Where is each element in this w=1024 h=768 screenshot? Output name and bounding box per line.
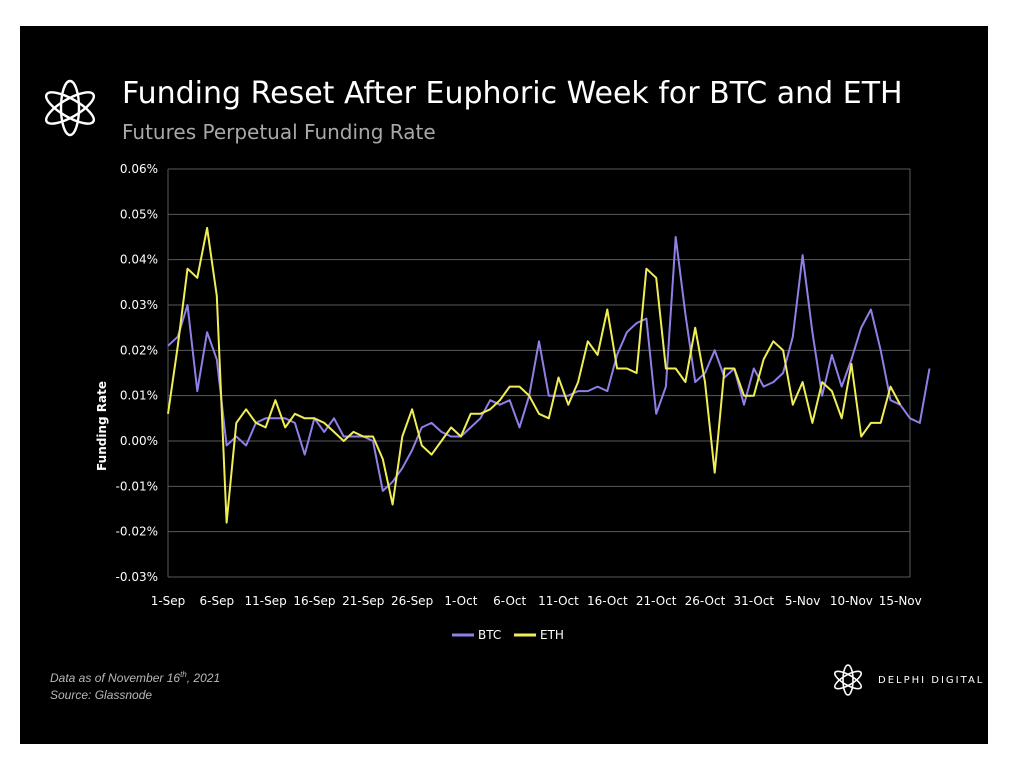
source-note: Source: Glassnode bbox=[50, 688, 153, 702]
y-tick-label: -0.02% bbox=[116, 525, 158, 539]
x-tick-label: 11-Sep bbox=[245, 594, 287, 608]
x-tick-label: 26-Oct bbox=[685, 594, 726, 608]
legend-label-eth: ETH bbox=[540, 628, 564, 642]
data-date-year: , 2021 bbox=[186, 671, 221, 685]
x-tick-label: 1-Oct bbox=[444, 594, 477, 608]
x-tick-label: 6-Oct bbox=[493, 594, 526, 608]
x-tick-label: 16-Oct bbox=[587, 594, 628, 608]
delphi-flower-logo-icon bbox=[44, 79, 96, 137]
data-date-suffix-sup: th bbox=[180, 670, 187, 679]
y-tick-label: 0.00% bbox=[120, 434, 158, 448]
x-tick-label: 15-Nov bbox=[879, 594, 922, 608]
chart-panel: Funding Reset After Euphoric Week for BT… bbox=[20, 26, 988, 744]
data-date-prefix: Data as of November 16 bbox=[50, 671, 181, 685]
brand-name: DELPHI DIGITAL bbox=[878, 675, 985, 686]
brand-mark: DELPHI DIGITAL bbox=[832, 658, 982, 718]
x-tick-label: 1-Sep bbox=[151, 594, 186, 608]
legend: BTC ETH bbox=[452, 628, 564, 642]
x-tick-label: 31-Oct bbox=[733, 594, 774, 608]
x-tick-label: 10-Nov bbox=[830, 594, 873, 608]
x-tick-label: 16-Sep bbox=[293, 594, 335, 608]
y-tick-label: -0.03% bbox=[116, 570, 158, 584]
data-date-note: Data as of November 16th, 2021 bbox=[50, 666, 220, 687]
x-tick-label: 11-Oct bbox=[538, 594, 579, 608]
y-tick-label: 0.03% bbox=[120, 298, 158, 312]
y-tick-label: 0.05% bbox=[120, 207, 158, 221]
footnote: Data as of November 16th, 2021 Source: G… bbox=[50, 666, 220, 704]
x-tick-label: 26-Sep bbox=[391, 594, 433, 608]
funding-rate-line-chart: -0.03% -0.02% -0.01% 0.00% 0.01% 0.02% 0.03% 0.… bbox=[95, 162, 931, 642]
series-line-btc bbox=[167, 236, 931, 492]
series-lines bbox=[167, 226, 931, 524]
y-tick-label: 0.04% bbox=[120, 253, 158, 267]
y-tick-label: -0.01% bbox=[116, 479, 158, 493]
chart-title: Funding Reset After Euphoric Week for BT… bbox=[122, 76, 903, 111]
x-tick-label: 21-Oct bbox=[636, 594, 677, 608]
x-tick-label: 5-Nov bbox=[785, 594, 820, 608]
x-tick-label: 21-Sep bbox=[342, 594, 384, 608]
x-tick-label: 6-Sep bbox=[200, 594, 235, 608]
y-axis-label: Funding Rate bbox=[95, 381, 109, 471]
legend-label-btc: BTC bbox=[478, 628, 501, 642]
y-tick-label: 0.06% bbox=[120, 162, 158, 176]
y-tick-label: 0.02% bbox=[120, 343, 158, 357]
delphi-flower-logo-icon bbox=[833, 664, 863, 696]
x-axis-tick-labels: 1-Sep 6-Sep 11-Sep 16-Sep 21-Sep 26-Sep 1-Oct 6… bbox=[151, 594, 922, 608]
chart-subtitle: Futures Perpetual Funding Rate bbox=[122, 120, 436, 144]
grid-lines bbox=[167, 168, 911, 578]
y-tick-label: 0.01% bbox=[120, 389, 158, 403]
series-line-eth bbox=[167, 226, 902, 524]
y-axis-tick-labels: -0.03% -0.02% -0.01% 0.00% 0.01% 0.02% 0.03% 0.… bbox=[116, 162, 158, 584]
